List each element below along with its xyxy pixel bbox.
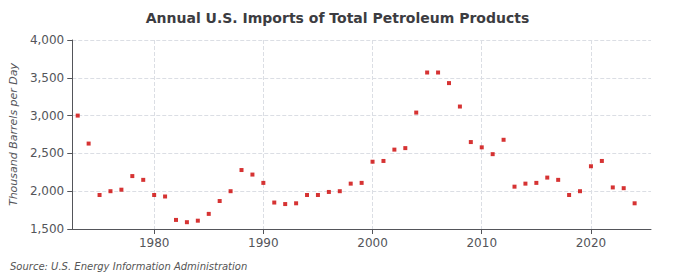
svg-text:4,000: 4,000 <box>30 33 64 47</box>
svg-text:3,000: 3,000 <box>30 109 64 123</box>
svg-text:1,500: 1,500 <box>30 222 64 236</box>
svg-text:2000: 2000 <box>357 236 388 250</box>
svg-text:Thousand Barrels per Day: Thousand Barrels per Day <box>7 62 20 206</box>
svg-text:2,000: 2,000 <box>30 184 64 198</box>
svg-text:2,500: 2,500 <box>30 146 64 160</box>
svg-text:1980: 1980 <box>139 236 170 250</box>
svg-text:2020: 2020 <box>576 236 607 250</box>
svg-text:Source: U.S. Energy Informatio: Source: U.S. Energy Information Administ… <box>10 261 247 272</box>
svg-text:1990: 1990 <box>248 236 279 250</box>
svg-text:2010: 2010 <box>466 236 497 250</box>
svg-text:3,500: 3,500 <box>30 71 64 85</box>
svg-text:Annual U.S. Imports of Total P: Annual U.S. Imports of Total Petroleum P… <box>146 10 530 26</box>
